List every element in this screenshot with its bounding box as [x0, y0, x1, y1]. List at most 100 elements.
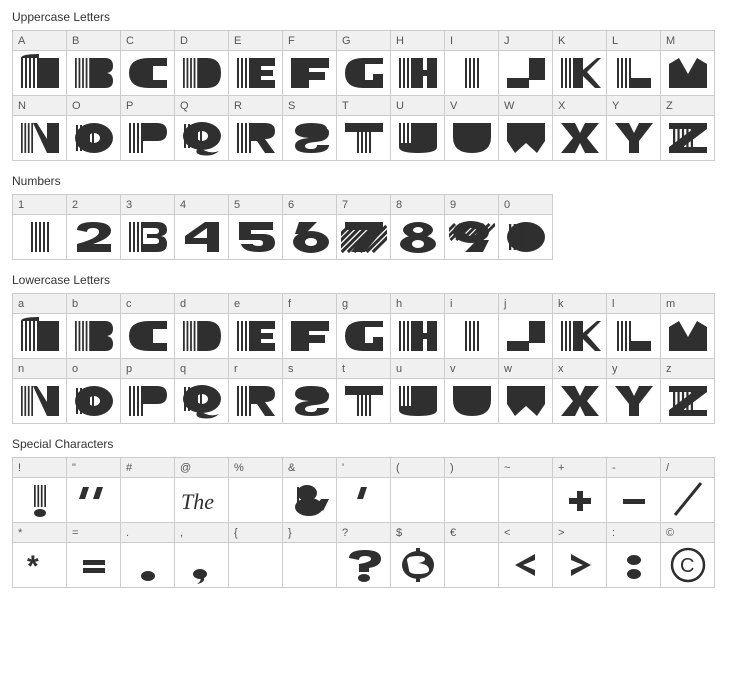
glyph-icon: [71, 546, 117, 584]
glyph-cell[interactable]: K: [552, 30, 607, 96]
glyph-cell[interactable]: **: [12, 522, 67, 588]
glyph-cell[interactable]: W: [498, 95, 553, 161]
glyph-cell[interactable]: =: [66, 522, 121, 588]
glyph-preview: [391, 314, 444, 358]
glyph-cell[interactable]: !: [12, 457, 67, 523]
glyph-cell[interactable]: O: [66, 95, 121, 161]
glyph-cell[interactable]: ©C: [660, 522, 715, 588]
glyph-cell[interactable]: 3: [120, 194, 175, 260]
glyph-cell[interactable]: (: [390, 457, 445, 523]
glyph-cell[interactable]: t: [336, 358, 391, 424]
glyph-cell[interactable]: H: [390, 30, 445, 96]
glyph-cell[interactable]: f: [282, 293, 337, 359]
glyph-cell[interactable]: L: [606, 30, 661, 96]
glyph-cell[interactable]: a: [12, 293, 67, 359]
glyph-cell[interactable]: x: [552, 358, 607, 424]
glyph-cell[interactable]: >: [552, 522, 607, 588]
glyph-cell[interactable]: i: [444, 293, 499, 359]
glyph-cell[interactable]: Q: [174, 95, 229, 161]
glyph-cell[interactable]: c: [120, 293, 175, 359]
glyph-cell[interactable]: #: [120, 457, 175, 523]
glyph-cell[interactable]: E: [228, 30, 283, 96]
glyph-cell[interactable]: q: [174, 358, 229, 424]
glyph-cell[interactable]: 9: [444, 194, 499, 260]
glyph-cell[interactable]: }: [282, 522, 337, 588]
glyph-cell[interactable]: u: [390, 358, 445, 424]
glyph-cell[interactable]: &: [282, 457, 337, 523]
glyph-cell[interactable]: -: [606, 457, 661, 523]
glyph-cell[interactable]: e: [228, 293, 283, 359]
glyph-cell[interactable]: P: [120, 95, 175, 161]
glyph-cell[interactable]: j: [498, 293, 553, 359]
glyph-cell[interactable]: 2: [66, 194, 121, 260]
glyph-cell[interactable]: ': [336, 457, 391, 523]
glyph-cell[interactable]: 0: [498, 194, 553, 260]
glyph-cell[interactable]: G: [336, 30, 391, 96]
glyph-cell[interactable]: k: [552, 293, 607, 359]
glyph-cell[interactable]: :: [606, 522, 661, 588]
glyph-cell[interactable]: +: [552, 457, 607, 523]
glyph-cell[interactable]: %: [228, 457, 283, 523]
glyph-cell[interactable]: g: [336, 293, 391, 359]
glyph-cell[interactable]: J: [498, 30, 553, 96]
glyph-cell[interactable]: S: [282, 95, 337, 161]
glyph-cell[interactable]: b: [66, 293, 121, 359]
glyph-cell[interactable]: €: [444, 522, 499, 588]
glyph-cell[interactable]: M: [660, 30, 715, 96]
glyph-cell[interactable]: {: [228, 522, 283, 588]
glyph-cell[interactable]: U: [390, 95, 445, 161]
glyph-cell[interactable]: ?: [336, 522, 391, 588]
glyph-icon: [395, 317, 441, 355]
glyph-cell[interactable]: @The: [174, 457, 229, 523]
glyph-label: ": [67, 458, 120, 478]
glyph-cell[interactable]: R: [228, 95, 283, 161]
glyph-cell[interactable]: v: [444, 358, 499, 424]
glyph-cell[interactable]: ": [66, 457, 121, 523]
glyph-label: +: [553, 458, 606, 478]
glyph-cell[interactable]: m: [660, 293, 715, 359]
glyph-cell[interactable]: p: [120, 358, 175, 424]
glyph-icon: [71, 54, 117, 92]
glyph-label: F: [283, 31, 336, 51]
glyph-cell[interactable]: z: [660, 358, 715, 424]
glyph-cell[interactable]: 6: [282, 194, 337, 260]
glyph-cell[interactable]: s: [282, 358, 337, 424]
glyph-cell[interactable]: l: [606, 293, 661, 359]
glyph-icon: [287, 317, 333, 355]
glyph-cell[interactable]: T: [336, 95, 391, 161]
glyph-cell[interactable]: n: [12, 358, 67, 424]
glyph-cell[interactable]: 7: [336, 194, 391, 260]
glyph-cell[interactable]: 8: [390, 194, 445, 260]
glyph-cell[interactable]: 5: [228, 194, 283, 260]
glyph-cell[interactable]: Z: [660, 95, 715, 161]
glyph-cell[interactable]: B: [66, 30, 121, 96]
glyph-icon: [557, 119, 603, 157]
glyph-cell[interactable]: d: [174, 293, 229, 359]
glyph-cell[interactable]: h: [390, 293, 445, 359]
glyph-cell[interactable]: o: [66, 358, 121, 424]
glyph-cell[interactable]: ): [444, 457, 499, 523]
glyph-icon: [503, 317, 549, 355]
glyph-cell[interactable]: ,: [174, 522, 229, 588]
glyph-cell[interactable]: D: [174, 30, 229, 96]
glyph-cell[interactable]: ~: [498, 457, 553, 523]
glyph-cell[interactable]: 4: [174, 194, 229, 260]
glyph-cell[interactable]: w: [498, 358, 553, 424]
glyph-cell[interactable]: r: [228, 358, 283, 424]
glyph-cell[interactable]: Y: [606, 95, 661, 161]
glyph-icon: C: [665, 546, 711, 584]
glyph-cell[interactable]: y: [606, 358, 661, 424]
glyph-cell[interactable]: <: [498, 522, 553, 588]
glyph-preview: [175, 314, 228, 358]
glyph-cell[interactable]: F: [282, 30, 337, 96]
glyph-cell[interactable]: /: [660, 457, 715, 523]
glyph-cell[interactable]: N: [12, 95, 67, 161]
glyph-cell[interactable]: .: [120, 522, 175, 588]
glyph-cell[interactable]: $: [390, 522, 445, 588]
glyph-cell[interactable]: A: [12, 30, 67, 96]
glyph-cell[interactable]: I: [444, 30, 499, 96]
glyph-cell[interactable]: X: [552, 95, 607, 161]
glyph-cell[interactable]: C: [120, 30, 175, 96]
glyph-cell[interactable]: 1: [12, 194, 67, 260]
glyph-cell[interactable]: V: [444, 95, 499, 161]
